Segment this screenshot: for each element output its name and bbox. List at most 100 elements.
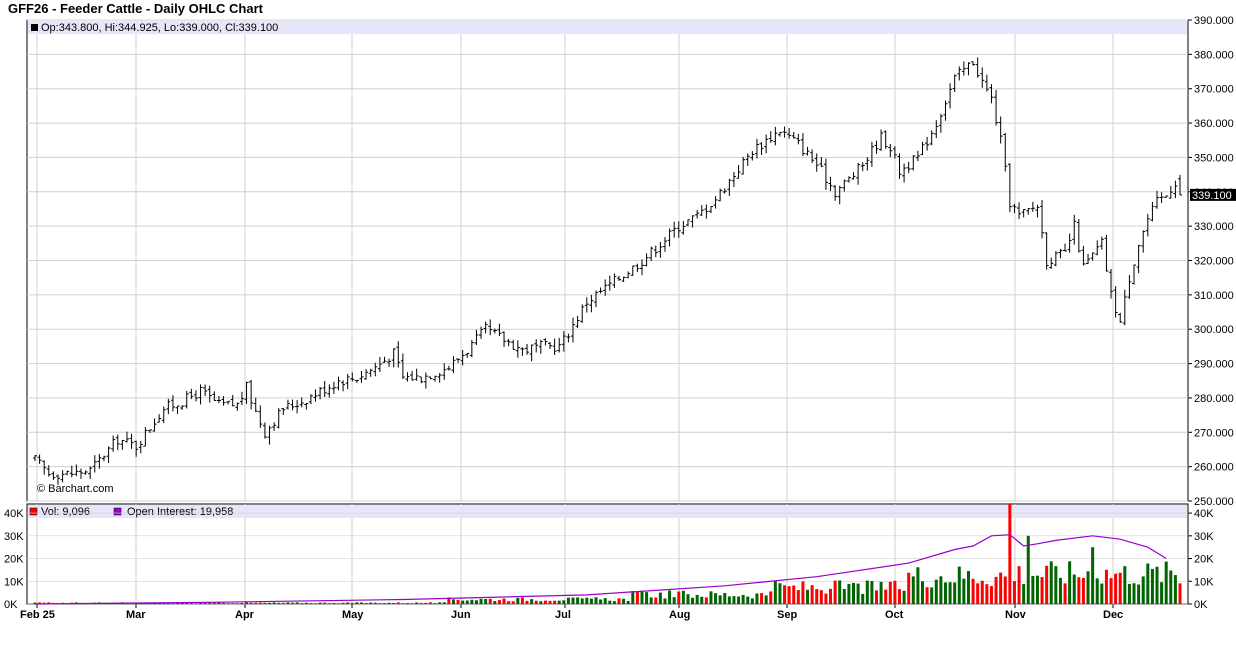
volume-legend-band [28, 505, 1187, 518]
month-tick-label: Jun [451, 609, 471, 621]
volume-bar [1109, 578, 1113, 604]
volume-bar [442, 602, 446, 604]
volume-bar [1114, 573, 1118, 604]
volume-bar [1058, 577, 1062, 604]
volume-bar [148, 603, 152, 604]
volume-right-tick-label: 20K [1194, 554, 1214, 566]
price-tick-label: 290.000 [1194, 359, 1234, 371]
volume-bar [1008, 504, 1012, 604]
volume-bars [33, 504, 1182, 604]
volume-bar [1178, 583, 1182, 604]
volume-bar [608, 600, 612, 604]
price-tick-label: 350.000 [1194, 152, 1234, 164]
volume-bar [539, 601, 543, 604]
volume-bar [1040, 577, 1044, 604]
volume-bar [557, 600, 561, 604]
volume-bar [796, 590, 800, 604]
month-tick-label: Dec [1103, 609, 1123, 621]
volume-bar [493, 601, 497, 604]
volume-bar [695, 594, 699, 604]
vol-legend-label: Vol: 9,096 [41, 506, 90, 518]
volume-bar [189, 602, 193, 604]
volume-bar [939, 576, 943, 604]
volume-bar [153, 602, 157, 604]
volume-bar [291, 602, 295, 604]
volume-bar [401, 603, 405, 604]
volume-bar [819, 590, 823, 604]
volume-bar [1164, 561, 1168, 604]
volume-bar [419, 602, 423, 604]
volume-bar [925, 587, 929, 604]
volume-bar [185, 602, 189, 604]
volume-bar [654, 597, 658, 604]
oi-legend-label: Open Interest: 19,958 [127, 506, 233, 518]
volume-bar [428, 602, 432, 604]
volume-bar [663, 598, 667, 604]
volume-bar [1146, 563, 1150, 604]
volume-bar [645, 592, 649, 604]
volume-panel [26, 503, 1189, 605]
month-tick-label: Mar [126, 609, 146, 621]
volume-bar [410, 603, 414, 604]
volume-bar [525, 600, 529, 604]
volume-bar [314, 603, 318, 604]
volume-bar [447, 597, 451, 604]
volume-bar [750, 598, 754, 604]
price-tick-label: 360.000 [1194, 118, 1234, 130]
volume-bar [861, 593, 865, 604]
volume-bar [829, 588, 833, 604]
volume-bar [852, 582, 856, 604]
volume-bar [658, 592, 662, 604]
volume-bar [249, 602, 253, 604]
ohlc-bars [33, 57, 1182, 485]
volume-bar [806, 589, 810, 604]
volume-bar [649, 597, 653, 604]
volume-bar [980, 580, 984, 604]
volume-bar [465, 600, 469, 604]
volume-left-tick-label: 20K [4, 554, 24, 566]
volume-bar [971, 578, 975, 604]
month-tick-label: Oct [885, 609, 904, 621]
volume-bar [520, 597, 524, 604]
volume-bar [373, 602, 377, 604]
volume-bar [953, 582, 957, 604]
volume-left-tick-label: 0K [4, 599, 18, 611]
volume-bar [691, 597, 695, 604]
volume-bar [783, 585, 787, 604]
volume-bar [1137, 584, 1141, 604]
volume-bar [1150, 568, 1154, 604]
volume-bar [461, 600, 465, 604]
volume-bar [704, 597, 708, 604]
volume-bar [309, 603, 313, 604]
volume-bar [396, 602, 400, 604]
volume-bar [304, 602, 308, 604]
volume-bar [847, 583, 851, 604]
volume-bar [47, 602, 51, 604]
volume-bar [907, 572, 911, 604]
volume-bar [576, 597, 580, 604]
volume-bar [897, 589, 901, 604]
volume-bar [778, 583, 782, 604]
month-tick-label: Sep [777, 609, 797, 621]
last-price-tag [1190, 188, 1236, 201]
volume-bar [760, 593, 764, 604]
volume-bar [327, 603, 331, 604]
volume-bar [1123, 566, 1127, 604]
oi-legend-swatch [113, 507, 122, 516]
volume-bar [530, 599, 534, 604]
volume-bar [617, 598, 621, 604]
volume-bar [318, 602, 322, 604]
volume-bar [1035, 575, 1039, 604]
volume-bar [1063, 583, 1067, 604]
volume-bar [612, 601, 616, 604]
volume-bar [1095, 578, 1099, 604]
chart-title: GFF26 - Feeder Cattle - Daily OHLC Chart [8, 1, 263, 16]
volume-bar [737, 596, 741, 604]
volume-bar [668, 590, 672, 604]
volume-bar [801, 581, 805, 604]
volume-bar [787, 586, 791, 604]
volume-bar [732, 596, 736, 604]
volume-bar [681, 590, 685, 604]
volume-bar [824, 593, 828, 604]
volume-bar [199, 602, 203, 604]
